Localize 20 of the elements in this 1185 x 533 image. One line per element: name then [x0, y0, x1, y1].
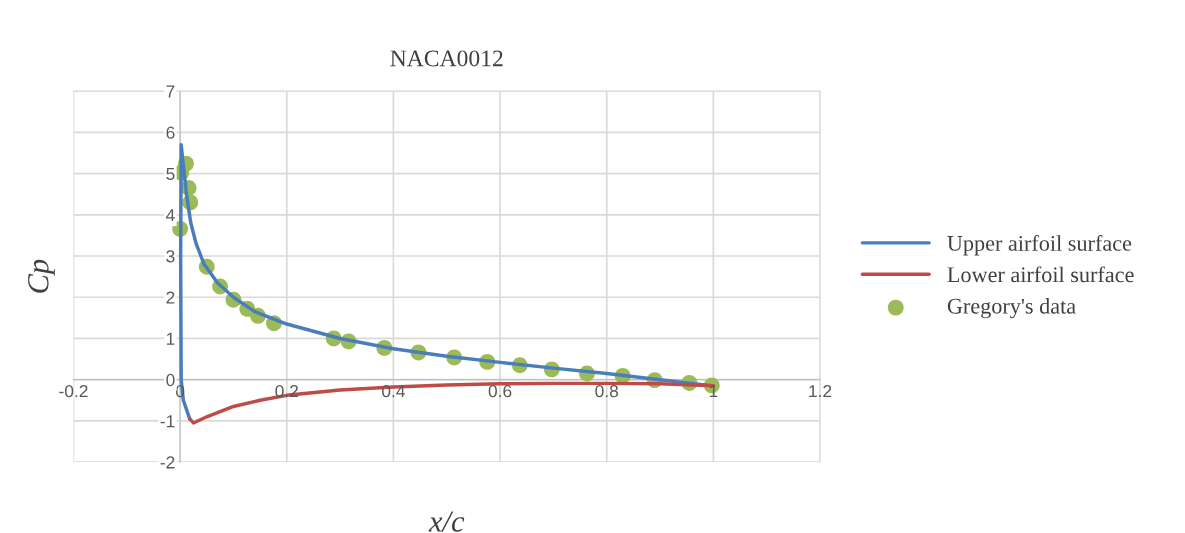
x-tick-label: 1.2	[809, 384, 832, 398]
y-tick-label: 1	[166, 332, 175, 345]
x-axis-title: x/c	[428, 511, 465, 532]
legend-label: Lower airfoil surface	[947, 266, 1134, 283]
legend-label: Upper airfoil surface	[947, 235, 1132, 256]
x-tick-label: -0.2	[59, 384, 88, 398]
y-tick-label: -2	[160, 456, 175, 469]
y-tick-label: -1	[160, 415, 175, 428]
x-tick-label: 0.8	[595, 384, 619, 398]
x-tick-label: 0.6	[488, 384, 512, 398]
y-tick-label: 5	[166, 167, 175, 181]
chart-title: NACA0012	[390, 50, 503, 67]
y-tick-label: 6	[166, 126, 175, 139]
y-axis-title: Cp	[28, 259, 55, 293]
y-tick-label: 3	[166, 250, 175, 263]
y-tick-label: 2	[166, 291, 175, 304]
legend-label: Gregory's data	[947, 298, 1076, 319]
y-tick-label: 4	[166, 209, 175, 222]
y-tick-label: 7	[166, 85, 175, 98]
y-tick-label: 0	[166, 373, 175, 387]
